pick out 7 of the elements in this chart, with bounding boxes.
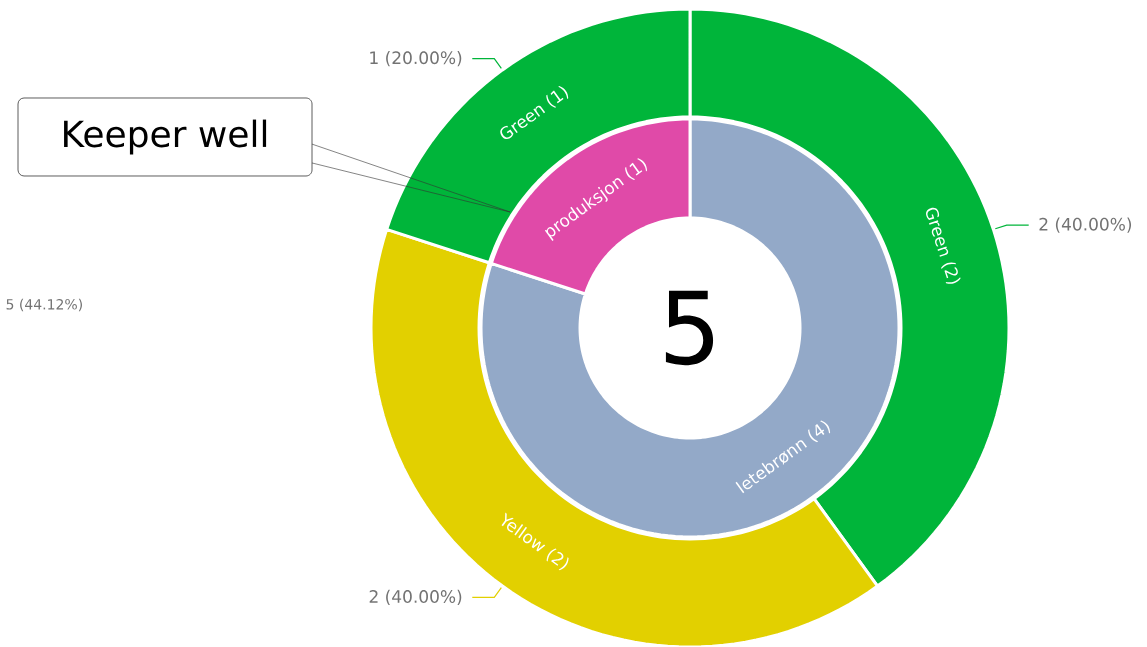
slice-label: Green (2) [926, 207, 961, 284]
data-label: 2 (40.00%) [369, 589, 462, 605]
text: 5 (44.12%) [6, 298, 82, 312]
data-label: 1 (20.00%) [370, 51, 462, 67]
data-label: 2 (40.00%) [1039, 217, 1132, 233]
text: Keeper well [64, 119, 267, 155]
text: 5 [665, 290, 714, 366]
